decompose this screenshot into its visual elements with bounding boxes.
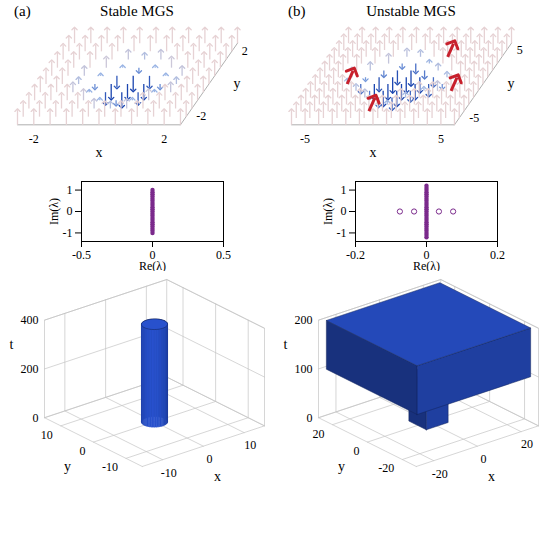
svg-text:y: y (507, 76, 514, 91)
svg-text:Re(λ): Re(λ) (413, 259, 440, 272)
svg-text:-5: -5 (300, 132, 310, 146)
svg-text:0: 0 (67, 204, 73, 218)
svg-text:2: 2 (241, 44, 247, 58)
svg-text:5: 5 (437, 132, 443, 146)
svg-text:0: 0 (307, 411, 313, 425)
svg-text:0: 0 (79, 444, 85, 458)
svg-text:2: 2 (161, 132, 167, 146)
svg-text:t: t (10, 337, 14, 352)
svg-text:200: 200 (21, 362, 39, 376)
svg-text:-10: -10 (161, 466, 177, 480)
svg-text:-1: -1 (63, 226, 73, 240)
svg-text:20: 20 (521, 437, 533, 451)
svg-text:0.2: 0.2 (490, 248, 505, 262)
svg-text:y: y (64, 459, 71, 474)
svg-text:0: 0 (33, 411, 39, 425)
svg-text:0.5: 0.5 (216, 248, 231, 262)
svg-text:-5: -5 (469, 111, 479, 125)
svg-text:x: x (214, 469, 221, 484)
svg-text:-2: -2 (196, 109, 206, 123)
html-text:(a): (a) (14, 3, 31, 19)
svg-text:-0.5: -0.5 (72, 248, 91, 262)
svg-text:-2: -2 (28, 132, 38, 146)
svg-text:x: x (369, 145, 376, 160)
svg-text:0: 0 (480, 452, 486, 466)
svg-text:400: 400 (21, 313, 39, 327)
svg-text:200: 200 (295, 313, 313, 327)
svg-text:-20: -20 (432, 467, 448, 481)
svg-text:-0.2: -0.2 (346, 248, 365, 262)
svg-text:1: 1 (67, 183, 73, 197)
svg-text:y: y (338, 459, 345, 474)
svg-text:0: 0 (149, 248, 156, 262)
svg-text:Im(λ): Im(λ) (47, 198, 61, 225)
svg-text:Im(λ): Im(λ) (321, 198, 335, 225)
svg-text:0: 0 (353, 444, 359, 458)
svg-text:Re(λ): Re(λ) (139, 259, 166, 272)
svg-text:20: 20 (312, 427, 324, 441)
html-text:Unstable MGS: Unstable MGS (366, 3, 456, 19)
svg-text:-20: -20 (378, 461, 394, 475)
svg-text:0: 0 (341, 204, 347, 218)
svg-text:0: 0 (423, 248, 430, 262)
svg-text:0: 0 (206, 452, 212, 466)
svg-text:-1: -1 (337, 226, 347, 240)
svg-text:-10: -10 (102, 460, 118, 474)
html-text:(b): (b) (288, 3, 306, 19)
svg-text:y: y (233, 76, 240, 91)
svg-text:x: x (488, 469, 495, 484)
svg-text:t: t (284, 337, 288, 352)
svg-text:5: 5 (516, 43, 522, 57)
svg-text:100: 100 (295, 362, 313, 376)
html-text:Stable MGS: Stable MGS (100, 3, 174, 19)
svg-text:x: x (95, 145, 102, 160)
svg-text:10: 10 (244, 438, 256, 452)
svg-text:1: 1 (341, 183, 347, 197)
svg-text:10: 10 (41, 428, 53, 442)
